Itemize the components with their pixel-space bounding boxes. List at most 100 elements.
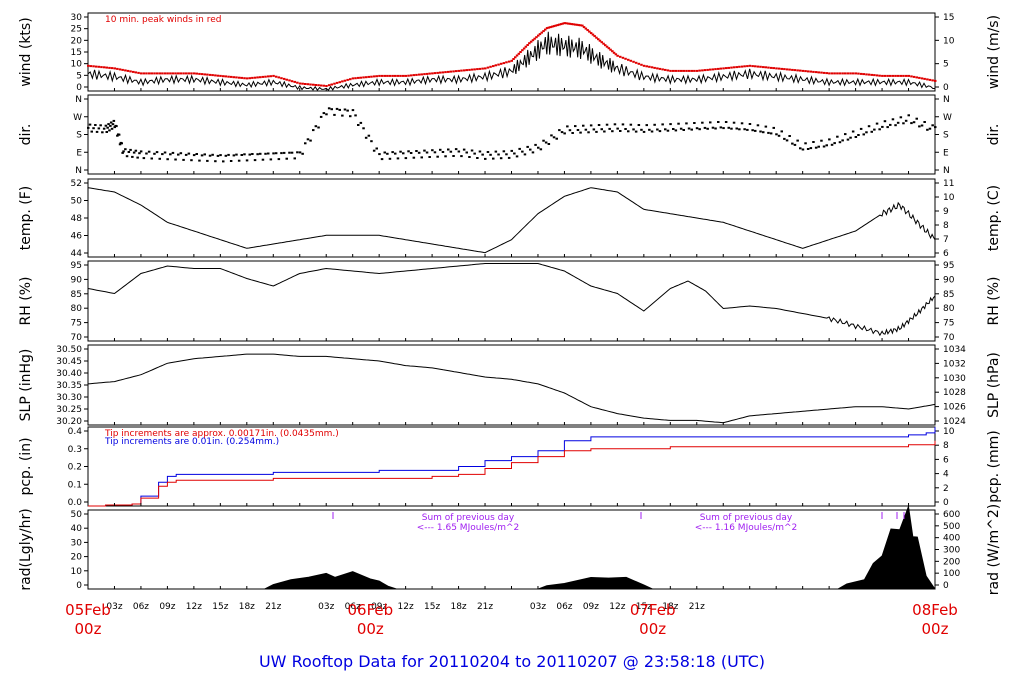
y-tick-label-right: E <box>943 148 949 158</box>
series-point-dir <box>394 152 397 155</box>
series-point-dir <box>677 122 680 125</box>
series-point-dir <box>155 151 159 154</box>
series-point-dir <box>192 154 196 157</box>
series-point-wind <box>325 85 328 87</box>
series-point-dir <box>139 150 143 153</box>
y-tick-label-right: 0 <box>943 83 949 93</box>
y-tick-label-right: 8 <box>943 441 949 451</box>
series-point-wind <box>806 70 810 73</box>
series-point-dir <box>232 154 236 157</box>
series-point-dir <box>330 108 333 111</box>
series-point-dir <box>129 148 132 151</box>
y-tick-label-left: 10 <box>71 60 83 70</box>
panel-rad: rad(Lgly/hr) rad (W/m^2)01020304050010020… <box>18 504 1002 595</box>
series-point-dir <box>912 121 916 124</box>
series-point-wind <box>470 68 474 71</box>
series-point-dir <box>910 122 913 125</box>
x-tick-label: 18z <box>450 602 466 612</box>
series-point-dir <box>886 126 889 129</box>
series-point-dir <box>714 127 717 130</box>
series-point-dir <box>439 148 442 151</box>
series-point-dir <box>661 123 664 126</box>
series-point-wind <box>690 69 693 72</box>
x-tick-label: 12z <box>398 602 414 612</box>
series-point-dir <box>796 139 799 142</box>
series-point-wind <box>89 65 93 68</box>
y-tick-label-right: 15 <box>943 13 954 23</box>
series-point-wind <box>139 72 143 75</box>
series-point-dir <box>198 159 201 162</box>
series-point-wind <box>274 75 278 78</box>
series-point-wind <box>243 77 246 80</box>
series-point-dir <box>253 159 257 162</box>
series-point-dir <box>634 130 638 133</box>
series-point-dir <box>274 152 278 155</box>
series-point-dir <box>158 157 161 160</box>
series-point-dir <box>788 135 791 137</box>
series-point-dir <box>883 120 887 123</box>
series-point-dir <box>399 150 402 153</box>
y-axis-label-right: temp. (C) <box>986 185 1002 251</box>
series-point-wind <box>881 74 884 77</box>
y-tick-label-right: 600 <box>943 510 960 520</box>
series-point-dir <box>375 147 378 150</box>
series-point-dir <box>447 148 450 151</box>
series-point-dir <box>732 121 736 124</box>
series-point-dir <box>928 127 932 130</box>
series-point-wind <box>614 53 618 56</box>
series-point-dir <box>812 141 815 143</box>
y-tick-label-right: 1030 <box>943 374 966 384</box>
series-point-wind <box>190 72 193 75</box>
series-point-wind <box>865 73 868 76</box>
series-point-wind <box>507 60 511 63</box>
series-point-wind <box>481 67 484 70</box>
x-tick-label: 15z <box>212 602 228 612</box>
series-point-dir <box>248 153 251 156</box>
series-point-wind <box>889 74 892 77</box>
series-point-wind <box>854 72 858 75</box>
series-point-dir <box>386 152 389 155</box>
series-point-wind <box>538 33 542 36</box>
series-point-wind <box>433 72 437 75</box>
series-point-wind <box>559 23 563 26</box>
x-tick-label: 18z <box>239 602 255 612</box>
series-point-dir <box>558 129 561 132</box>
series-point-wind <box>777 67 781 70</box>
y-tick-label-right: 10 <box>943 427 955 437</box>
date-label: 05Feb <box>65 601 111 619</box>
series-point-dir <box>219 154 222 157</box>
series-point-wind <box>542 30 545 33</box>
series-point-wind <box>672 69 675 72</box>
series-point-dir <box>687 127 691 130</box>
series-point-dir <box>380 158 384 161</box>
series-point-dir <box>277 158 281 161</box>
series-point-dir <box>531 151 535 154</box>
series-point-dir <box>738 128 741 131</box>
series-point-dir <box>881 125 884 128</box>
y-axis-label-left: dir. <box>18 124 34 146</box>
series-point-wind <box>568 22 572 25</box>
series-point-dir <box>420 156 423 159</box>
series-point-dir <box>627 130 630 133</box>
series-point-wind <box>200 73 204 76</box>
series-point-wind <box>724 67 728 70</box>
series-point-wind <box>335 81 339 84</box>
series-point-wind <box>896 74 900 77</box>
series-point-wind <box>301 82 304 85</box>
series-point-dir <box>349 115 352 118</box>
series-slp <box>87 353 936 424</box>
series-point-wind <box>931 79 934 82</box>
y-tick-label-right: 10 <box>943 36 955 46</box>
series-point-dir <box>222 160 225 163</box>
y-axis-label-left: rad(Lgly/hr) <box>18 508 34 590</box>
x-tick-label: 03z <box>318 602 334 612</box>
y-tick-label-left: 30.40 <box>56 369 82 379</box>
series-point-wind <box>341 80 344 83</box>
series-point-dir <box>492 157 495 160</box>
series-point-wind <box>417 73 421 76</box>
y-tick-label-left: E <box>76 148 82 158</box>
date-time-label: 00z <box>922 620 949 638</box>
series-point-dir <box>605 123 609 126</box>
series-point-wind <box>591 33 595 36</box>
series-point-wind <box>586 29 589 32</box>
